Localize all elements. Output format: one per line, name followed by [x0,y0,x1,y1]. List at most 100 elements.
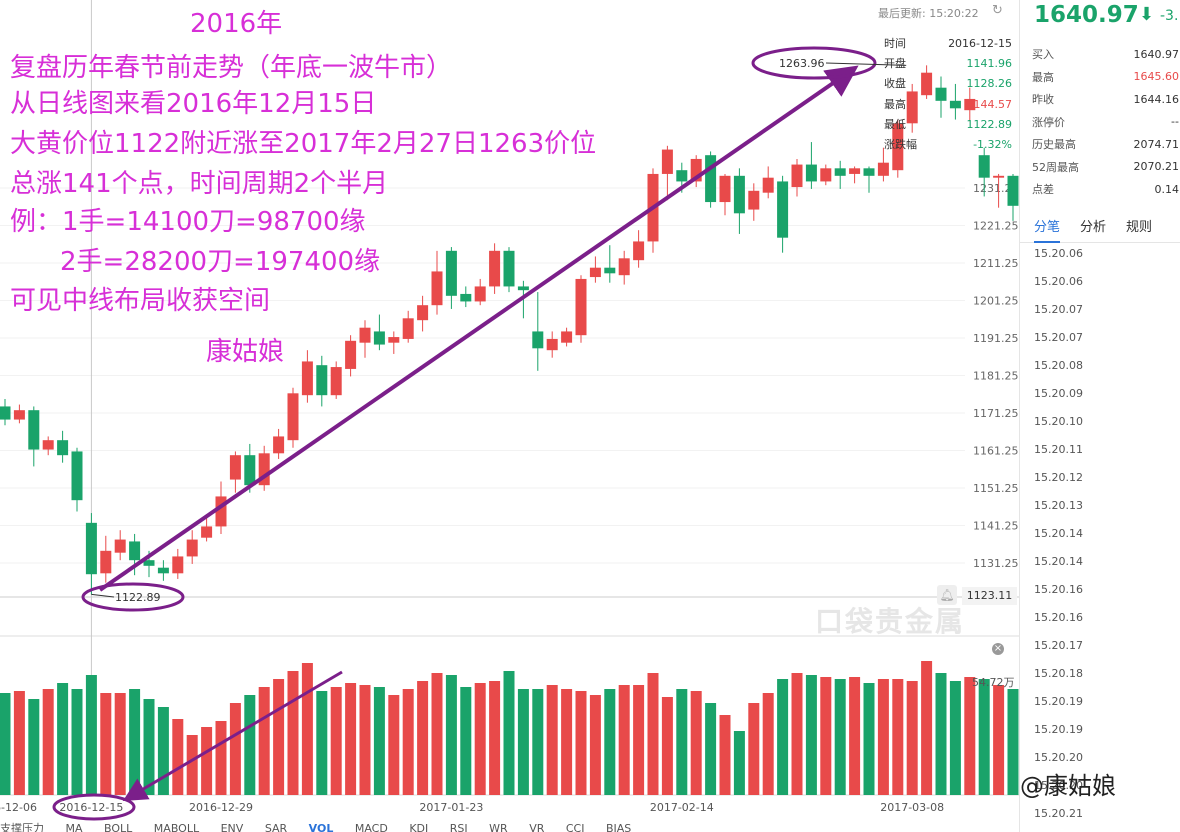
y-tick-label: 1221.25 [973,220,1019,233]
tick-row: 15.20.07 [1034,303,1083,316]
candle-body [719,175,731,203]
candle-body [877,162,889,176]
candle [431,250,443,315]
candle [388,331,400,354]
indicator-ma[interactable]: MA [65,822,83,832]
volume-bar [589,695,601,795]
candle-body [633,241,645,261]
candle [589,256,601,283]
indicator-rsi[interactable]: RSI [449,822,468,832]
price-chart[interactable]: 1131.25 1141.25 1151.25 1161.25 1171.25 1181.… [0,0,1019,832]
candle-body [85,522,97,575]
candle-body [849,168,861,174]
watermark-logo: 口袋贵金属 [815,605,966,638]
indicator-boll[interactable]: BOLL [104,822,133,832]
arrow-down-icon: ⬇ [1139,4,1155,25]
candle-body [863,168,875,176]
candle-body [805,164,817,182]
volume-bar [431,673,443,795]
y-tick-label: 1141.25 [973,520,1019,533]
volume-bar [993,685,1005,795]
quote-value: 0.14 [1154,182,1180,196]
indicator-bias[interactable]: BIAS [605,822,632,832]
candle [445,247,457,309]
annotation-year: 2016年 [190,9,283,39]
tooltip-value: -1.32% [973,138,1012,152]
alert-bell-icon[interactable]: 🔔︎ [937,585,957,605]
y-tick-label: 1151.25 [973,482,1019,495]
indicator-vr[interactable]: VR [529,822,545,832]
quote-key: 涨停价 [1032,115,1065,129]
candle-body [892,123,904,171]
indicator-bar: 支撑压力 MA BOLL MABOLL ENV SAR VOL MACD KDJ… [0,820,1019,832]
tab-ticks[interactable]: 分笔 [1034,215,1061,243]
tick-row: 15.20.17 [1034,639,1083,652]
y-tick-label: 1161.25 [973,445,1019,458]
tick-row: 15.20.12 [1034,471,1083,484]
y-tick-label: 1181.25 [973,370,1019,383]
quote-row: 最高 1645.60 [1032,66,1179,89]
tooltip-value: 1144.57 [966,97,1013,111]
candle-body [460,293,472,302]
volume-bar [618,685,630,795]
high-callout-ellipse [751,46,877,80]
volume-bar [445,675,457,795]
y-tick-label: 1201.25 [973,295,1019,308]
indicator-cci[interactable]: CCI [565,822,585,832]
candle-body [359,327,371,343]
volume-bar [863,683,875,795]
tick-row: 15.20.11 [1034,443,1083,456]
candle-body [143,560,155,566]
quote-row: 点差 0.14 [1032,178,1179,201]
volume-bar [273,679,285,795]
indicator-sar[interactable]: SAR [264,822,288,832]
date-callout-ellipse [52,793,136,821]
volume-bar [906,681,918,795]
volume-bar [647,673,659,795]
candle [921,65,933,99]
indicator-maboll[interactable]: MABOLL [153,822,200,832]
candle-body [935,87,947,101]
close-icon[interactable]: × [992,643,1004,655]
candle [849,166,861,184]
quote-row: 昨收 1644.16 [1032,88,1179,111]
tab-rules[interactable]: 规则 [1126,220,1153,235]
annotation-line: 复盘历年春节前走势（年底一波牛市） [10,53,453,83]
quote-value: -- [1171,115,1179,129]
volume-bar [791,673,803,795]
candle-body [546,338,558,351]
volume-bar [172,719,184,795]
volume-bar [877,679,889,795]
indicator-kdj[interactable]: KDJ [409,822,429,832]
x-tick-label: 2017-01-23 [419,801,483,814]
candle [633,230,645,268]
indicator-wr[interactable]: WR [489,822,508,832]
volume-bar [474,683,486,795]
volume-bar [1007,689,1019,795]
indicator-vol[interactable]: VOL [308,822,334,832]
candle-body [345,340,357,369]
candle [575,275,587,343]
refresh-icon[interactable]: ↻ [992,3,1003,18]
candle [114,530,126,561]
indicator-support[interactable]: 支撑压力 [0,822,44,832]
volume-bar [546,685,558,795]
candle-body [791,164,803,188]
candle [690,155,702,188]
tooltip-row: 最高 1144.57 [884,95,1012,115]
indicator-env[interactable]: ENV [220,822,244,832]
y-tick-label: 1191.25 [973,332,1019,345]
volume-bar [460,687,472,795]
candle [301,350,313,403]
indicator-macd[interactable]: MACD [354,822,388,832]
quote-row: 涨停价 -- [1032,111,1179,134]
candle [791,158,803,197]
volume-bar [345,683,357,795]
volume-bar [201,727,213,795]
candle [993,173,1005,208]
tab-analysis[interactable]: 分析 [1080,220,1107,235]
volume-bar [229,703,241,795]
candle-body [114,539,126,553]
candle-body [100,550,112,574]
candle-body [589,267,601,278]
